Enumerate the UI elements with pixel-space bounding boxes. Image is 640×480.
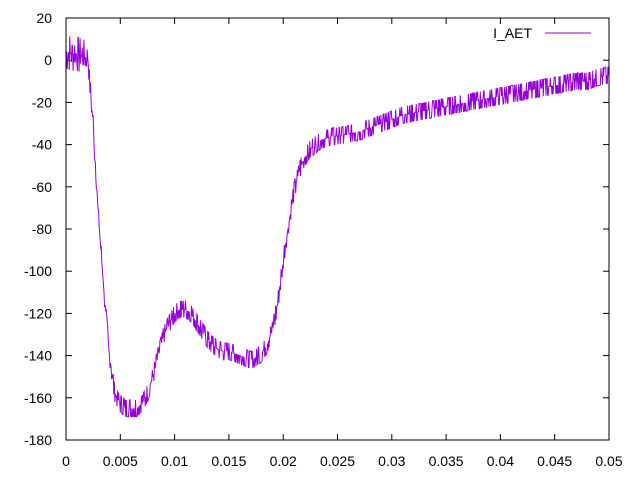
x-tick-label: 0.045 — [537, 453, 572, 469]
y-tick-label: -100 — [24, 263, 52, 279]
y-tick-label: -80 — [32, 221, 52, 237]
x-axis: 0 0.005 0.01 0.015 0.02 0.025 0.03 0.035 0.04 0.0… — [62, 18, 623, 469]
y-tick-label: -180 — [24, 432, 52, 448]
y-tick-label: -60 — [32, 179, 52, 195]
y-tick-label: 20 — [36, 10, 52, 26]
legend-label: I_AET — [493, 25, 532, 41]
plot-area — [65, 36, 610, 418]
x-tick-label: 0.05 — [595, 453, 622, 469]
y-tick-label: -120 — [24, 305, 52, 321]
x-tick-label: 0.015 — [211, 453, 246, 469]
x-tick-label: 0.025 — [320, 453, 355, 469]
y-tick-label: 0 — [44, 52, 52, 68]
y-tick-label: -40 — [32, 137, 52, 153]
legend: I_AET — [493, 25, 591, 41]
x-tick-label: 0.01 — [161, 453, 188, 469]
x-tick-label: 0 — [62, 453, 70, 469]
x-tick-label: 0.04 — [487, 453, 514, 469]
y-tick-label: -20 — [32, 94, 52, 110]
plot-border — [65, 17, 610, 441]
x-tick-label: 0.035 — [429, 453, 464, 469]
y-tick-label: -140 — [24, 348, 52, 364]
series-line — [65, 36, 610, 418]
y-tick-label: -160 — [24, 390, 52, 406]
x-tick-label: 0.02 — [270, 453, 297, 469]
x-tick-label: 0.03 — [378, 453, 405, 469]
x-tick-label: 0.005 — [103, 453, 138, 469]
